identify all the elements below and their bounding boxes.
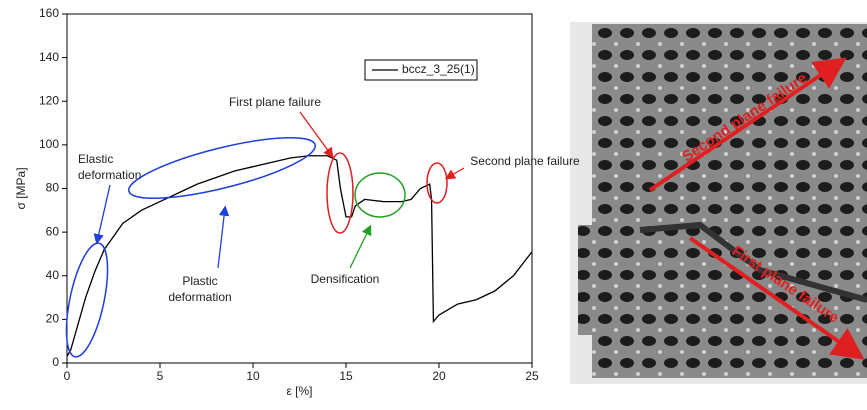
y-tick-label: 120 bbox=[39, 93, 59, 107]
annotation-arrow bbox=[299, 111, 334, 159]
x-tick-label: 5 bbox=[157, 369, 164, 383]
annotation-arrow bbox=[217, 205, 230, 269]
annotation-ellipse bbox=[127, 136, 317, 200]
annotation-arrow bbox=[349, 224, 372, 269]
legend-label: bccz_3_25(1) bbox=[402, 62, 475, 76]
x-axis-label: ε [%] bbox=[286, 384, 312, 398]
annotation-text: Elastic bbox=[78, 152, 113, 166]
y-tick-label: 40 bbox=[46, 268, 60, 282]
legend-box bbox=[364, 59, 478, 81]
annotation-arrow bbox=[444, 167, 465, 180]
annotation-ellipse bbox=[426, 162, 448, 204]
y-tick-label: 140 bbox=[39, 50, 59, 64]
annotation-ellipse bbox=[326, 152, 354, 234]
x-tick-label: 20 bbox=[432, 369, 446, 383]
data-line bbox=[66, 155, 533, 357]
annotation-text: deformation bbox=[78, 168, 141, 182]
y-tick-label: 20 bbox=[46, 312, 60, 326]
annotation-arrow bbox=[93, 184, 111, 245]
x-tick-label: 25 bbox=[525, 369, 539, 383]
y-tick-label: 100 bbox=[39, 137, 59, 151]
y-tick-label: 80 bbox=[46, 181, 60, 195]
y-tick-label: 60 bbox=[46, 224, 60, 238]
photo bbox=[570, 22, 867, 384]
annotation-text: Second plane failure bbox=[470, 154, 580, 168]
annotation-text: First plane failure bbox=[229, 95, 321, 109]
annotation-text: Densification bbox=[311, 272, 380, 286]
x-tick-label: 10 bbox=[246, 369, 260, 383]
y-tick-label: 0 bbox=[52, 355, 59, 369]
x-tick-label: 0 bbox=[64, 369, 71, 383]
annotation-text: deformation bbox=[168, 290, 231, 304]
annotation-ellipse bbox=[354, 172, 406, 218]
annotation-text: Plastic bbox=[182, 274, 217, 288]
y-axis-label: σ [MPa] bbox=[14, 167, 28, 209]
y-tick-label: 160 bbox=[39, 6, 59, 20]
x-tick-label: 15 bbox=[339, 369, 353, 383]
